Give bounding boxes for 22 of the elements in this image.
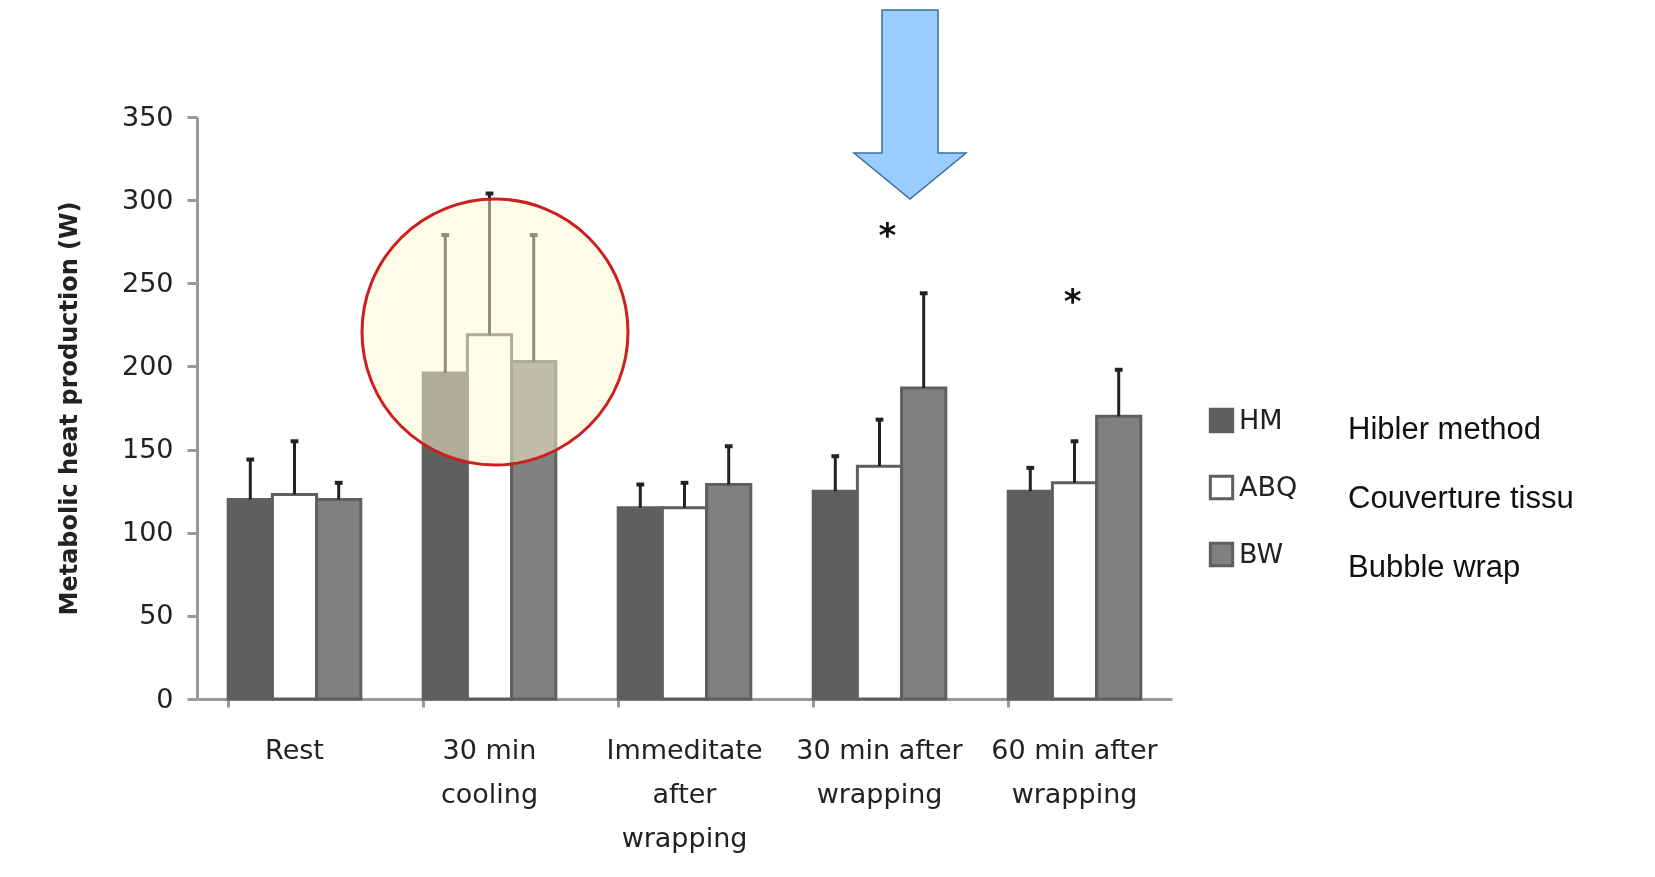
- text: Bubble wrap: [1348, 549, 1521, 584]
- y-tick-label: 0: [156, 682, 174, 714]
- y-tick-label: 300: [121, 183, 174, 215]
- legend-label: ABQ: [1239, 470, 1298, 502]
- x-tick-label: 30 min after wrapping: [796, 733, 964, 809]
- x-tick-label: 30 min cooling: [440, 733, 539, 809]
- x-tick-label: Rest: [265, 733, 324, 765]
- y-tick-label: 350: [121, 100, 174, 132]
- y-tick-label: 200: [121, 349, 174, 381]
- legend-label: BW: [1239, 537, 1284, 569]
- y-tick-label: 250: [121, 266, 174, 298]
- x-tick-label: Immeditate after wrapping: [606, 733, 763, 853]
- annotation: *: [878, 215, 897, 255]
- y-tick-label: 50: [139, 599, 174, 631]
- legend-label: HM: [1239, 403, 1283, 435]
- y-axis-title: Metabolic heat production (W): [54, 201, 83, 616]
- x-tick-label: 60 min after wrapping: [991, 733, 1159, 809]
- y-tick-label: 100: [121, 516, 174, 548]
- text: Hibler method: [1348, 411, 1541, 446]
- annotation: *: [1063, 281, 1082, 321]
- text: Couverture tissu: [1348, 480, 1574, 515]
- y-tick-label: 150: [121, 433, 174, 465]
